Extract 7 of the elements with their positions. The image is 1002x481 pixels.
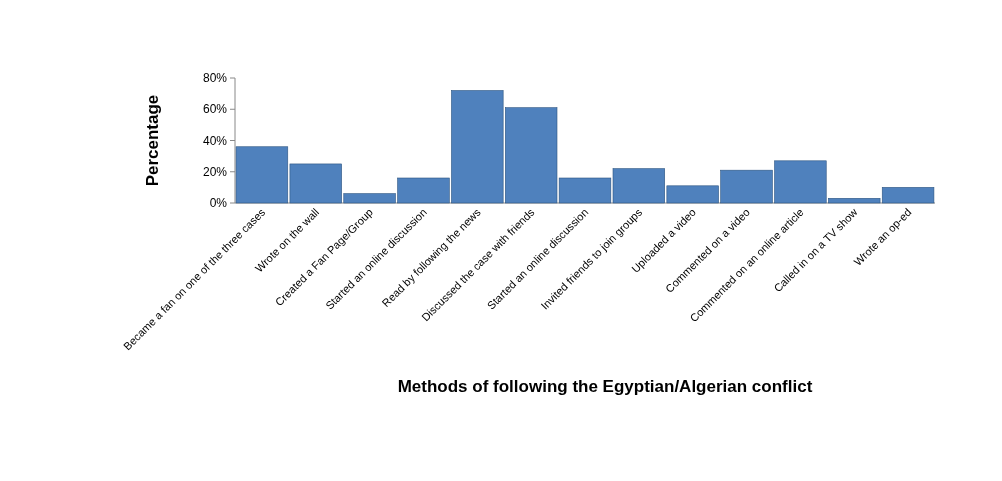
y-tick-label: 20%	[202, 164, 228, 179]
y-tick-label: 40%	[202, 133, 228, 148]
y-tick-label: 80%	[202, 71, 228, 86]
y-tick-label: 60%	[202, 102, 228, 117]
y-axis-title: Percentage	[143, 94, 162, 187]
y-tick-label: 0%	[209, 196, 228, 211]
x-axis-title: Methods of following the Egyptian/Algerian conflict	[397, 377, 813, 396]
